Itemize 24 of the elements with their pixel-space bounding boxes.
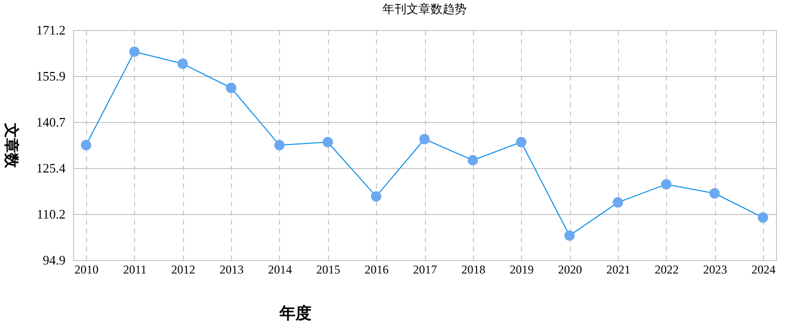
y-tick-label: 171.2 xyxy=(36,22,66,38)
x-tick-label: 2013 xyxy=(220,262,244,276)
x-tick-label: 2019 xyxy=(510,262,534,276)
x-axis-title: 年度 xyxy=(278,304,312,322)
x-tick-label: 2014 xyxy=(268,262,292,276)
x-tick-label: 2020 xyxy=(558,262,582,276)
x-tick-label: 2017 xyxy=(413,262,437,276)
x-tick-label: 2023 xyxy=(703,262,728,276)
x-tick-label: 2018 xyxy=(461,262,486,276)
y-tick-label: 110.2 xyxy=(36,206,66,222)
y-tick-label: 94.9 xyxy=(42,252,66,268)
y-tick-label: 125.4 xyxy=(36,160,66,176)
x-tick-label: 2010 xyxy=(74,262,99,276)
y-axis-title: 文章数 xyxy=(2,122,20,169)
x-tick-label: 2015 xyxy=(316,262,340,276)
x-tick-label: 2011 xyxy=(123,262,147,276)
y-tick-label: 140.7 xyxy=(36,114,66,130)
chart-title: 年刊文章数趋势 xyxy=(382,2,466,16)
x-tick-label: 2022 xyxy=(654,262,679,276)
y-tick-label: 155.9 xyxy=(36,68,66,84)
x-tick-label: 2016 xyxy=(364,262,389,276)
x-tick-label: 2021 xyxy=(606,262,630,276)
x-tick-label: 2024 xyxy=(751,262,776,276)
x-tick-label: 2012 xyxy=(171,262,196,276)
